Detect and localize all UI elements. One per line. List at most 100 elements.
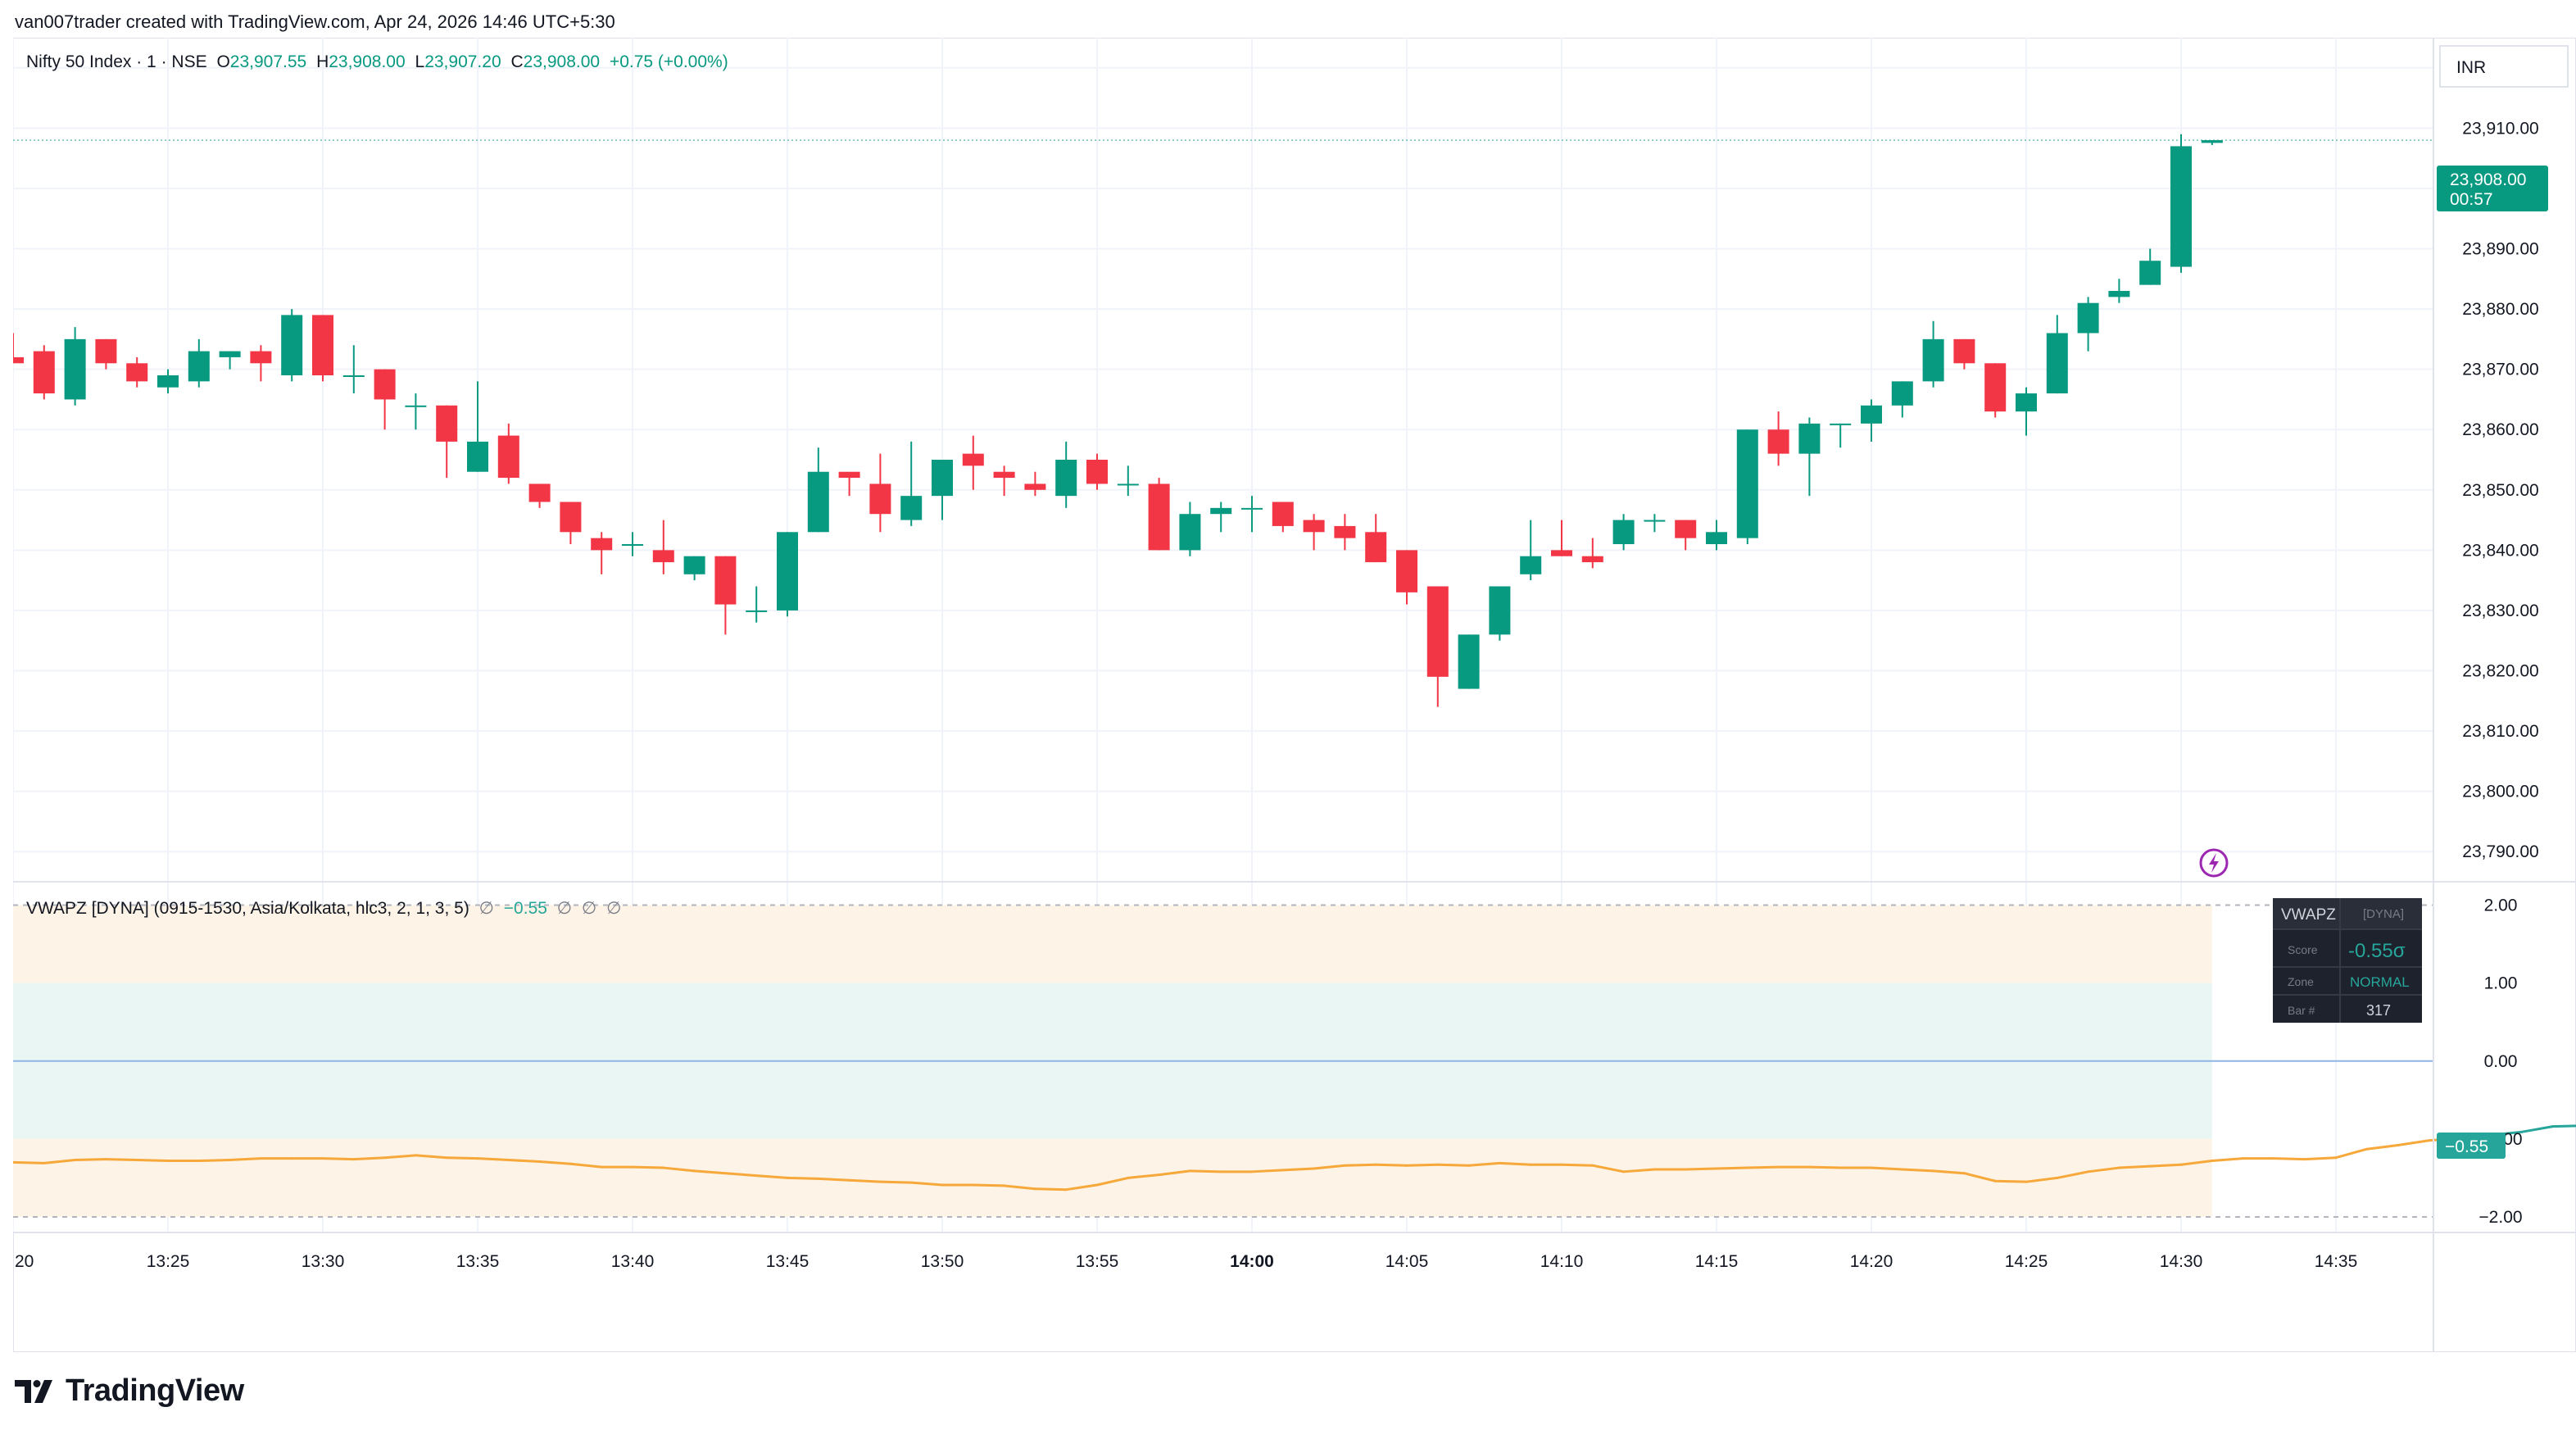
candle-body [1953,338,1975,364]
time-tick-label: 14:05 [1386,1252,1429,1271]
price-tick-label: 23,890.00 [2462,240,2538,259]
candle-body [1210,507,1232,515]
zscore-tick-label: 0.00 [2484,1052,2518,1071]
lightning-icon[interactable] [2199,848,2229,878]
last-price-label: 23,908.00 00:57 [2437,166,2548,211]
time-tick-label: 13:35 [456,1252,500,1271]
zscore-segment [1622,1168,1656,1173]
candle-body [528,483,551,502]
zscore-segment [1188,1169,1222,1173]
candle-body [188,351,210,382]
time-tick-label: 14:15 [1695,1252,1739,1271]
candle-body [1148,483,1170,551]
zscore-segment [1313,1164,1346,1170]
candle-body [1024,483,1046,490]
candle-body [869,483,891,515]
candle-body [1365,532,1387,563]
open-label: O [216,52,230,71]
zscore-segment [569,1162,603,1169]
zscore-segment [1807,1165,1842,1169]
indicator-legend[interactable]: VWAPZ [DYNA] (0915-1530, Asia/Kolkata, h… [26,898,626,919]
score-value: -0.55σ [2348,940,2406,962]
zscore-segment [1560,1163,1594,1167]
main-legend[interactable]: Nifty 50 Index · 1 · NSE O23,907.55 H23,… [26,52,733,72]
time-tick-label: 13:45 [766,1252,810,1271]
price-tick-label: 23,830.00 [2462,601,2538,620]
zscore-segment [1003,1184,1036,1191]
chart-canvas[interactable]: 20 13:25 13:30 13:35 13:40 13:45 13:50 13:55 14:… [2,37,2576,1353]
zscore-last-label: −0.55 [2437,1133,2506,1159]
table-tag: [DYNA] [2363,907,2404,921]
zscore-segment [1374,1163,1408,1167]
zscore-tick-label: 1.00 [2484,974,2518,993]
candle-body [1489,586,1511,635]
candle-body [2016,393,2037,412]
candle-body [219,351,241,357]
zscore-segment [1715,1166,1749,1170]
candle-body [1241,507,1263,510]
zscore-segment [2148,1163,2183,1168]
bar-countdown: 00:57 [2450,190,2493,209]
zscore-segment [848,1178,882,1183]
price-tick-label: 23,860.00 [2462,420,2538,439]
zscore-segment [2211,1157,2245,1162]
candle-body [2,356,24,364]
candle-body [932,460,953,497]
candle-body [1798,423,1821,454]
candle-body [1984,363,2007,412]
zscore-segment [197,1159,232,1162]
zscore-segment [1033,1187,1068,1192]
zscore-segment [972,1183,1006,1187]
na-icon: ∅ [556,899,573,918]
zscore-segment [1870,1166,1904,1171]
time-tick-label: 13:55 [1076,1252,1119,1271]
candle-body [962,453,984,466]
zscore-segment [229,1157,262,1162]
candle-body [1551,550,1572,556]
candle-body [1706,532,1727,544]
tradingview-logo[interactable]: TradingView [15,1373,244,1409]
zone-band [13,905,2212,983]
time-tick-label: 13:40 [611,1252,655,1271]
candle-body [714,556,737,605]
time-tick-label: 14:30 [2160,1252,2203,1271]
time-tick-label: 14:10 [1540,1252,1584,1271]
time-tick-label: 14:00 [1230,1252,1274,1271]
chart-area[interactable]: 20 13:25 13:30 13:35 13:40 13:45 13:50 13:55 14:… [2,37,2576,1353]
candle-body [1581,556,1603,563]
candle-body [1891,381,1913,406]
price-tick-label: 23,880.00 [2462,300,2538,319]
zscore-segment [538,1160,572,1165]
zone-band [13,1138,2212,1217]
candle-body [2046,333,2068,394]
candle-body [993,471,1015,479]
candle-body [1426,586,1449,677]
last-price-bg [2437,166,2548,211]
candle-body [2170,146,2192,267]
candle-body [436,405,458,442]
candle-body [1675,520,1697,538]
candle-body [1830,423,1852,425]
candle-body [95,338,117,364]
close-value: 23,908.00 [523,52,601,71]
candle-body [467,441,488,472]
na-icon: ∅ [478,899,494,918]
low-label: L [415,52,425,71]
candle-body [1303,520,1325,533]
time-tick-label: 14:20 [1850,1252,1893,1271]
candle-body [312,315,333,375]
candle-body [1396,550,1417,592]
candle-body [374,369,396,400]
time-tick-label: 13:25 [147,1252,190,1271]
zscore-segment [1901,1168,1935,1173]
zscore-segment [909,1181,944,1187]
na-icon: ∅ [581,899,597,918]
currency-box[interactable] [2439,45,2569,88]
candle-body [1272,502,1294,526]
na-icon: ∅ [606,899,622,918]
zscore-tick-label: 2.00 [2484,897,2518,915]
time-tick-label: 14:25 [2005,1252,2048,1271]
zscore-segment [1095,1176,1130,1187]
zscore-segment [1436,1163,1471,1167]
table-header-bg [2273,898,2422,929]
